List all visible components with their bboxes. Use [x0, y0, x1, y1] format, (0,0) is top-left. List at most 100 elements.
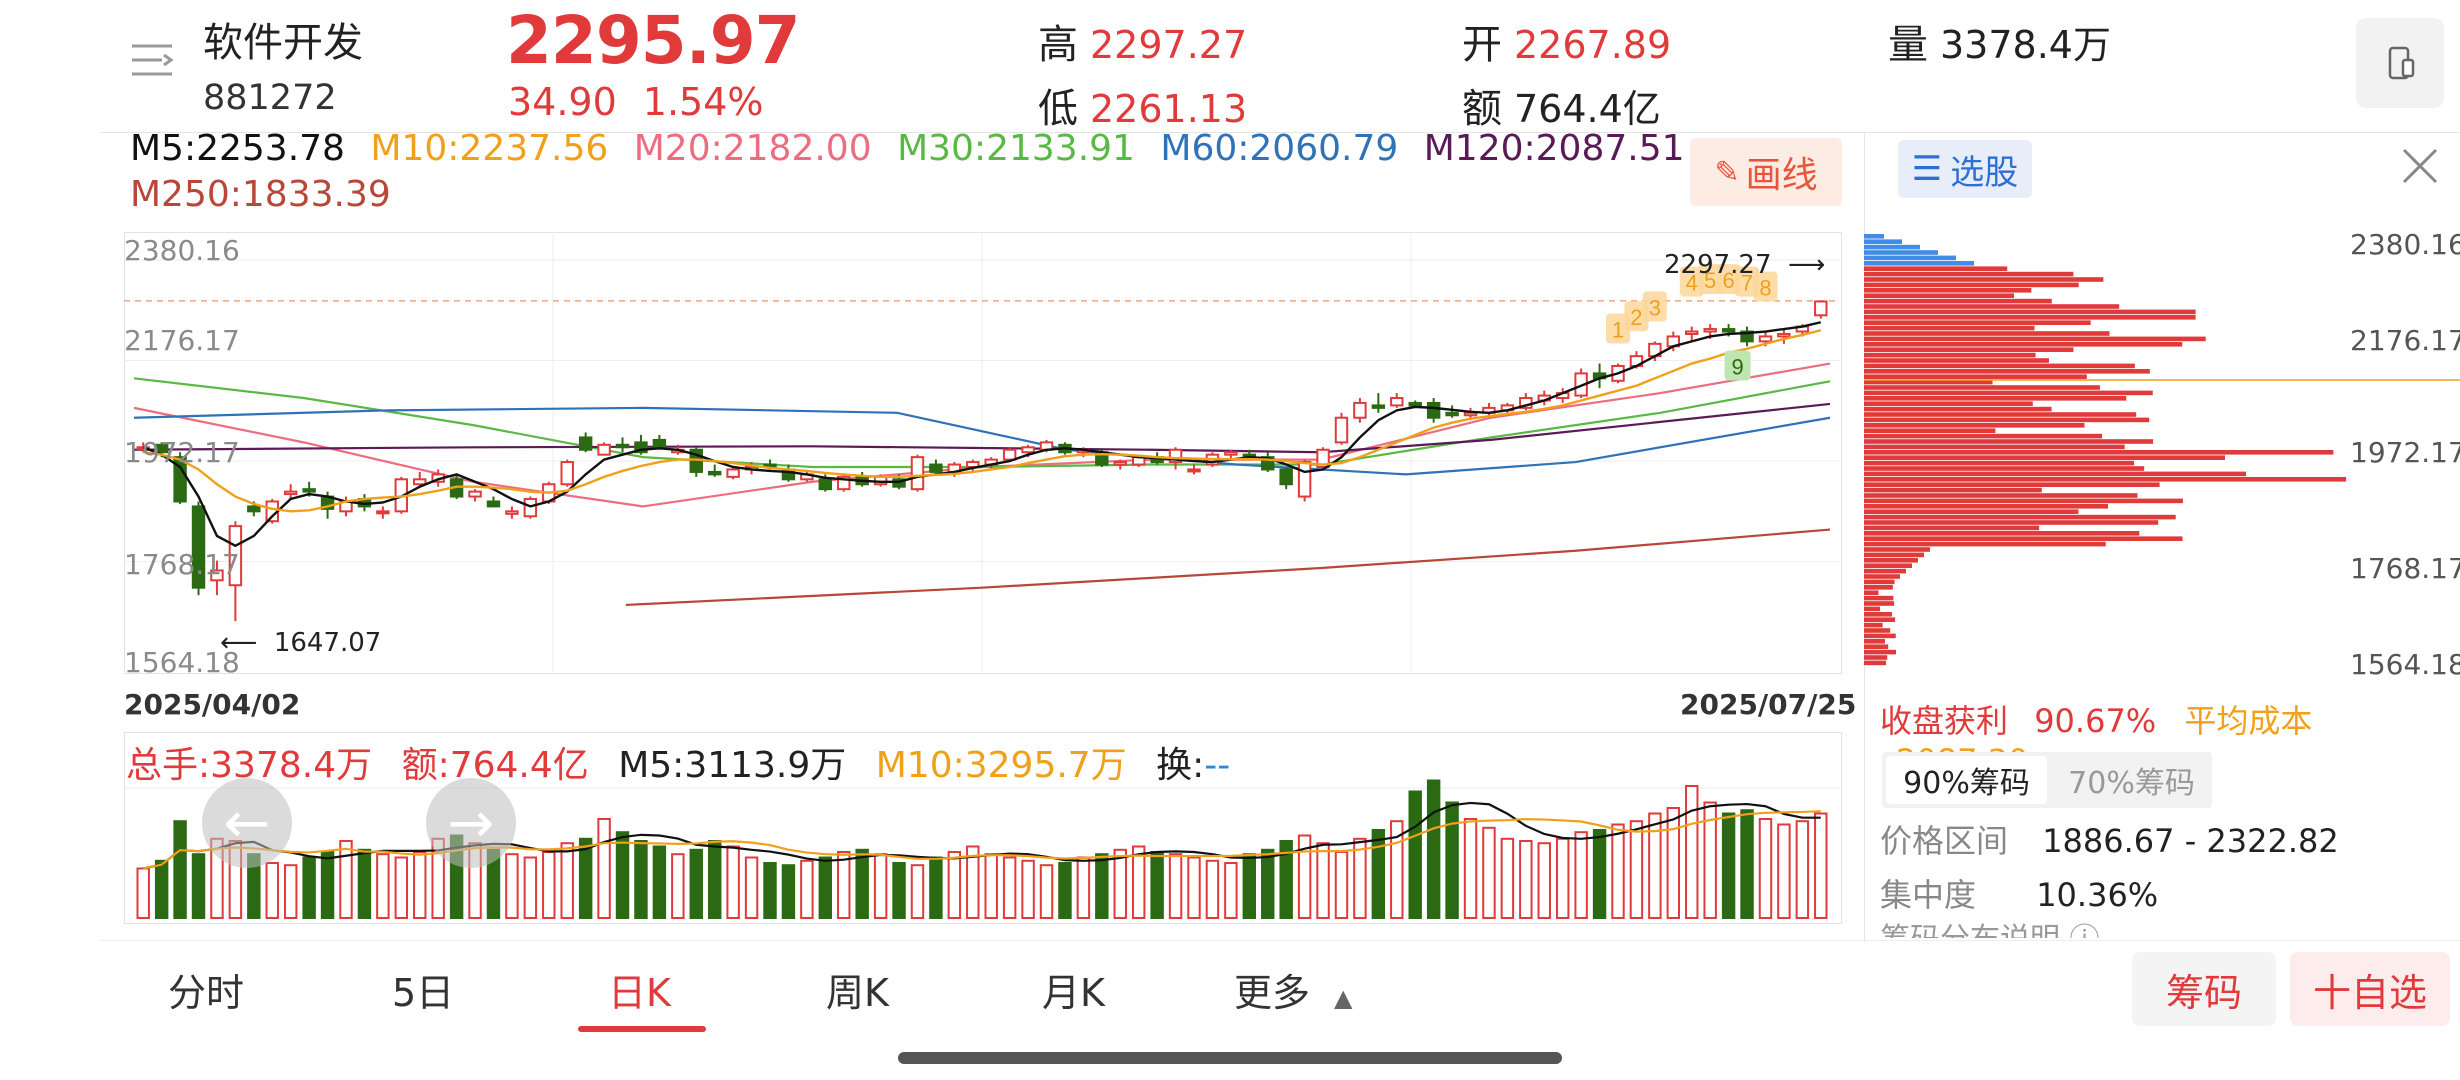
volume-bar: [873, 853, 888, 919]
candle-body: [1353, 401, 1367, 419]
td-marker-label: 1: [1612, 318, 1624, 343]
home-indicator[interactable]: [898, 1052, 1562, 1064]
tab-weekly-k[interactable]: 周K: [826, 971, 889, 1015]
device-switch-button[interactable]: [2356, 18, 2444, 108]
candle-body: [1279, 468, 1293, 486]
td-marker-bg: [1735, 266, 1760, 297]
low-label: 低: [1038, 86, 1078, 132]
candle-body: [726, 468, 740, 478]
chip-bar-loss: [1864, 520, 2159, 525]
volume-bar: [154, 859, 169, 920]
range-row: 价格区间 1886.67 - 2322.82: [1880, 816, 2339, 862]
chip-bar-loss: [1864, 574, 1900, 579]
volume-bar: [800, 859, 814, 920]
volume-bar: [320, 851, 335, 919]
candle-body: [1021, 446, 1035, 454]
volume-bar: [1261, 848, 1275, 919]
tab-minute[interactable]: 分时: [168, 971, 245, 1015]
chip-bar-loss: [1864, 385, 2100, 390]
volume-chart-frame: [124, 732, 1842, 924]
volume-bar: [597, 818, 611, 919]
volume-bar: [1758, 818, 1773, 919]
volume-chart[interactable]: [124, 732, 1842, 924]
volume-bar: [1039, 864, 1054, 919]
m5-line: [142, 321, 1822, 548]
chip-bar-loss: [1864, 450, 2334, 455]
volume-bar: [1297, 834, 1312, 919]
tab-daily-k[interactable]: 日K: [608, 971, 671, 1015]
volume-bar: [1463, 818, 1478, 919]
candle-body: [1371, 404, 1386, 409]
volume-bar: [1814, 812, 1828, 919]
chips-button[interactable]: 筹码: [2132, 952, 2276, 1026]
chip-axis-label-5: 1564.18: [2350, 648, 2460, 681]
volume-bar: [1168, 853, 1183, 919]
volume-bar: [394, 856, 409, 919]
menu-icon[interactable]: [128, 40, 176, 80]
volume-bar: [818, 856, 833, 919]
candle-body: [1685, 330, 1699, 335]
volume-bar: [1279, 840, 1293, 919]
tab-5day[interactable]: 5日: [392, 971, 455, 1015]
volume-bar: [1537, 842, 1551, 919]
price-axis-label-5: 1564.18: [124, 646, 240, 679]
volume-bar: [1113, 848, 1127, 919]
chip-axis-label-4: 1768.17: [2350, 552, 2460, 585]
active-tab-indicator: [578, 1026, 706, 1032]
chip-bar-loss: [1864, 547, 1930, 552]
volume-bar: [892, 862, 906, 919]
profit-label: 收盘获利: [1880, 702, 2009, 740]
candle-body: [173, 456, 187, 503]
tab-more[interactable]: 更多 ▲: [1234, 962, 1352, 1017]
volume-bar: [1021, 859, 1035, 920]
volume-bar: [1482, 826, 1496, 919]
volume-bar: [542, 851, 556, 919]
scroll-right-button[interactable]: →: [426, 778, 516, 868]
tab-monthly-k[interactable]: 月K: [1042, 971, 1105, 1015]
volume-bar: [1574, 831, 1588, 919]
chip-bar-loss: [1864, 455, 2225, 460]
volume-bar: [1592, 829, 1607, 919]
tab-70-chips[interactable]: 70%筹码: [2068, 766, 2195, 801]
select-stock-button[interactable]: ☰ 选股: [1898, 140, 2032, 198]
candle-body: [376, 510, 390, 515]
candle-body: [1002, 448, 1017, 461]
draw-line-button[interactable]: ✎ 画线: [1690, 138, 1842, 206]
close-icon[interactable]: [2396, 142, 2444, 190]
add-favorite-button[interactable]: 十自选: [2290, 952, 2450, 1026]
phone-icon: [2388, 46, 2415, 80]
candle-body: [707, 470, 722, 476]
chip-bar-loss: [1864, 514, 2176, 520]
vol-m10: M10:3295.7万: [875, 745, 1127, 786]
caret-up-icon: ▲: [1334, 984, 1353, 1012]
chip-bar-loss: [1864, 579, 1895, 585]
tab-90-chips[interactable]: 90%筹码: [1886, 756, 2047, 804]
chip-explain-link[interactable]: 筹码分布说明 ⓘ: [1880, 914, 2100, 938]
chip-bar-profit: [1864, 250, 1938, 255]
candle-body: [615, 443, 630, 449]
candle-body: [1390, 397, 1404, 407]
m10-line: [143, 329, 1822, 513]
volume-bar: [1076, 856, 1091, 919]
price-chart-frame: [124, 232, 1842, 674]
list-icon: ☰: [1911, 149, 1943, 189]
tabs-divider: [100, 940, 2460, 941]
price-chart[interactable]: 1 2 34 5 6 7 8 9: [124, 232, 1842, 674]
ma120-line: [133, 402, 1831, 454]
chip-bar-loss: [1864, 504, 2109, 509]
volume-bar: [1426, 779, 1441, 919]
scroll-left-button[interactable]: ←: [202, 778, 292, 868]
chip-bar-loss: [1864, 622, 1883, 628]
chip-bar-loss: [1864, 563, 1912, 568]
td-marker-label-green: 9: [1731, 354, 1743, 379]
candle-body: [1703, 328, 1717, 333]
pencil-icon: ✎: [1714, 154, 1740, 190]
volume-bar: [1408, 790, 1422, 919]
volume-bar: [1648, 812, 1662, 919]
volume-bar: [837, 851, 851, 919]
chip-bar-loss: [1864, 352, 2036, 358]
candle-body: [154, 443, 169, 454]
volume-bar: [191, 853, 206, 919]
candle-body: [191, 505, 206, 589]
ma20-label: M20:2182.00: [633, 128, 872, 169]
